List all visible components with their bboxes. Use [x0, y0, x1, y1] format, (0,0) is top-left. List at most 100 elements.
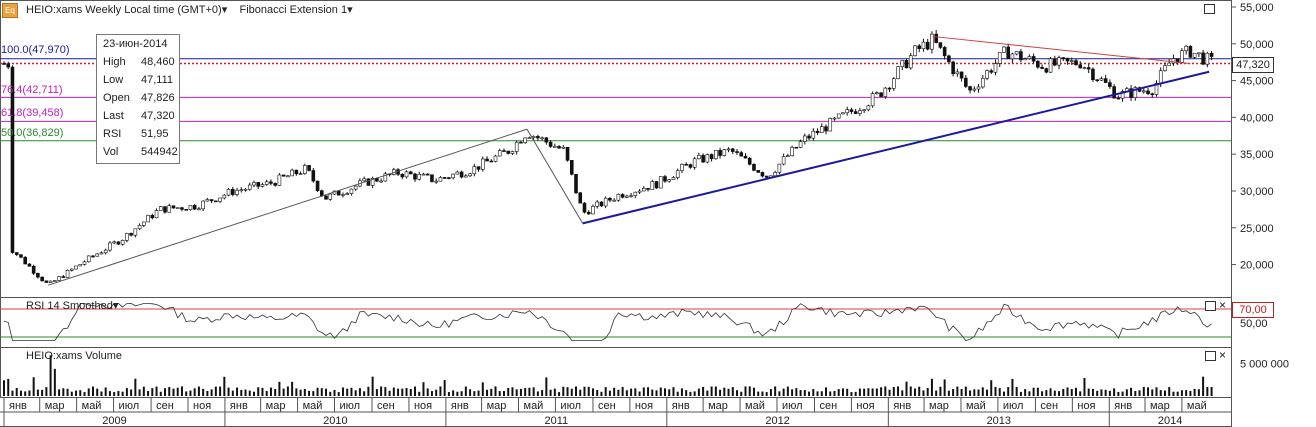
month-label: янв [451, 400, 469, 412]
dropdown-arrow-icon[interactable]: ▾ [221, 4, 228, 16]
candle-body [129, 233, 133, 236]
volume-bar [1019, 391, 1022, 396]
candle-body [531, 136, 536, 138]
volume-bar [490, 388, 493, 396]
candle-body [1158, 70, 1163, 84]
candle-body [1044, 68, 1049, 73]
trendline [932, 35, 1191, 65]
candle-body [650, 181, 655, 190]
candle-body [642, 188, 646, 192]
candle-body [591, 205, 595, 215]
volume-bar [83, 392, 86, 396]
candle-body [595, 201, 599, 207]
maximize-icon[interactable] [1205, 301, 1216, 311]
candle-body [536, 136, 540, 139]
volume-bar [481, 382, 484, 396]
volume-bar [354, 390, 357, 396]
candle-body [298, 173, 303, 175]
candle-body [341, 194, 345, 196]
chart-header[interactable]: HEIO:xams Weekly Local time (GMT+0)▾ Fib… [26, 3, 353, 16]
close-icon[interactable]: × [1219, 348, 1227, 362]
study-label[interactable]: Fibonacci Extension 1 [239, 4, 348, 16]
maximize-icon[interactable] [1205, 351, 1216, 361]
volume-bar [422, 382, 425, 396]
volume-bar [786, 386, 789, 396]
volume-bar [125, 388, 128, 396]
candle-body [976, 86, 981, 90]
candle-body [841, 112, 845, 115]
volume-bar [973, 389, 976, 396]
candle-body [519, 141, 523, 144]
y-tick-label: 45,000 [1240, 76, 1274, 88]
rsi-panel-title[interactable]: RSI 14 Smoothed▾ [26, 300, 119, 312]
volume-bar [587, 386, 590, 396]
candle-body [48, 280, 53, 283]
candle-body [891, 78, 896, 89]
volume-bar [447, 392, 450, 396]
maximize-icon[interactable] [1204, 4, 1215, 14]
volume-bar [744, 386, 747, 396]
volume-bar [867, 388, 870, 396]
volume-bar [608, 390, 611, 396]
candle-body [167, 205, 172, 213]
candle-body [934, 33, 938, 43]
candle-body [86, 255, 91, 263]
volume-bar [1053, 390, 1056, 396]
candle-body [91, 255, 95, 258]
volume-bar [553, 388, 556, 396]
month-label: ноя [856, 400, 874, 412]
candle-body [281, 174, 286, 177]
candle-body [561, 146, 566, 149]
trendline [48, 128, 528, 286]
volume-bar [159, 391, 162, 396]
volume-bar [659, 387, 662, 396]
symbol-label[interactable]: HEIO:xams Weekly Local time (GMT+0) [26, 4, 222, 16]
info-value: 48,460 [141, 56, 175, 68]
info-value: 51,95 [141, 128, 169, 140]
candle-body [959, 71, 964, 79]
rsi-line [3, 302, 1212, 341]
fib-level-764-label: 76.4(42,711) [1, 84, 63, 96]
price-panel-frame [0, 0, 1232, 298]
dropdown-arrow-icon[interactable]: ▾ [347, 4, 353, 16]
volume-bar [494, 386, 497, 396]
volume-bar [1028, 391, 1031, 396]
month-label: янв [1114, 400, 1132, 412]
current-price-label: 47,320 [1232, 57, 1274, 73]
volume-bar [579, 389, 582, 396]
month-label: май [82, 400, 102, 412]
volume-bar [388, 390, 391, 396]
month-label: сен [820, 400, 838, 412]
volume-bar [464, 386, 467, 396]
candle-body [421, 173, 426, 176]
candle-body [1171, 58, 1176, 64]
candle-body [205, 199, 210, 202]
dropdown-arrow-icon[interactable]: ▾ [112, 300, 119, 312]
volume-bar [24, 391, 27, 396]
month-label: янв [672, 400, 690, 412]
candle-body [36, 273, 40, 278]
volume-bar [418, 391, 421, 396]
volume-y-tick-label: 5 000 000 [1240, 359, 1289, 371]
candle-body [730, 148, 735, 152]
month-label: май [745, 400, 765, 412]
volume-bar [320, 388, 323, 396]
candle-body [1129, 88, 1133, 98]
volume-bar [998, 388, 1001, 396]
volume-bar [269, 387, 272, 396]
volume-bar [11, 390, 14, 396]
candle-body [158, 206, 163, 211]
candle-body [1048, 58, 1053, 73]
volume-bar [134, 378, 137, 396]
volume-bar [655, 390, 658, 396]
volume-bar [261, 387, 264, 396]
volume-bar [1210, 387, 1213, 396]
candle-body [773, 172, 777, 177]
volume-bar [104, 387, 107, 396]
volume-bar [617, 389, 620, 396]
volume-bar [28, 390, 31, 396]
volume-bar [443, 380, 446, 396]
close-icon[interactable]: × [1219, 298, 1227, 312]
volume-bar [922, 390, 925, 396]
